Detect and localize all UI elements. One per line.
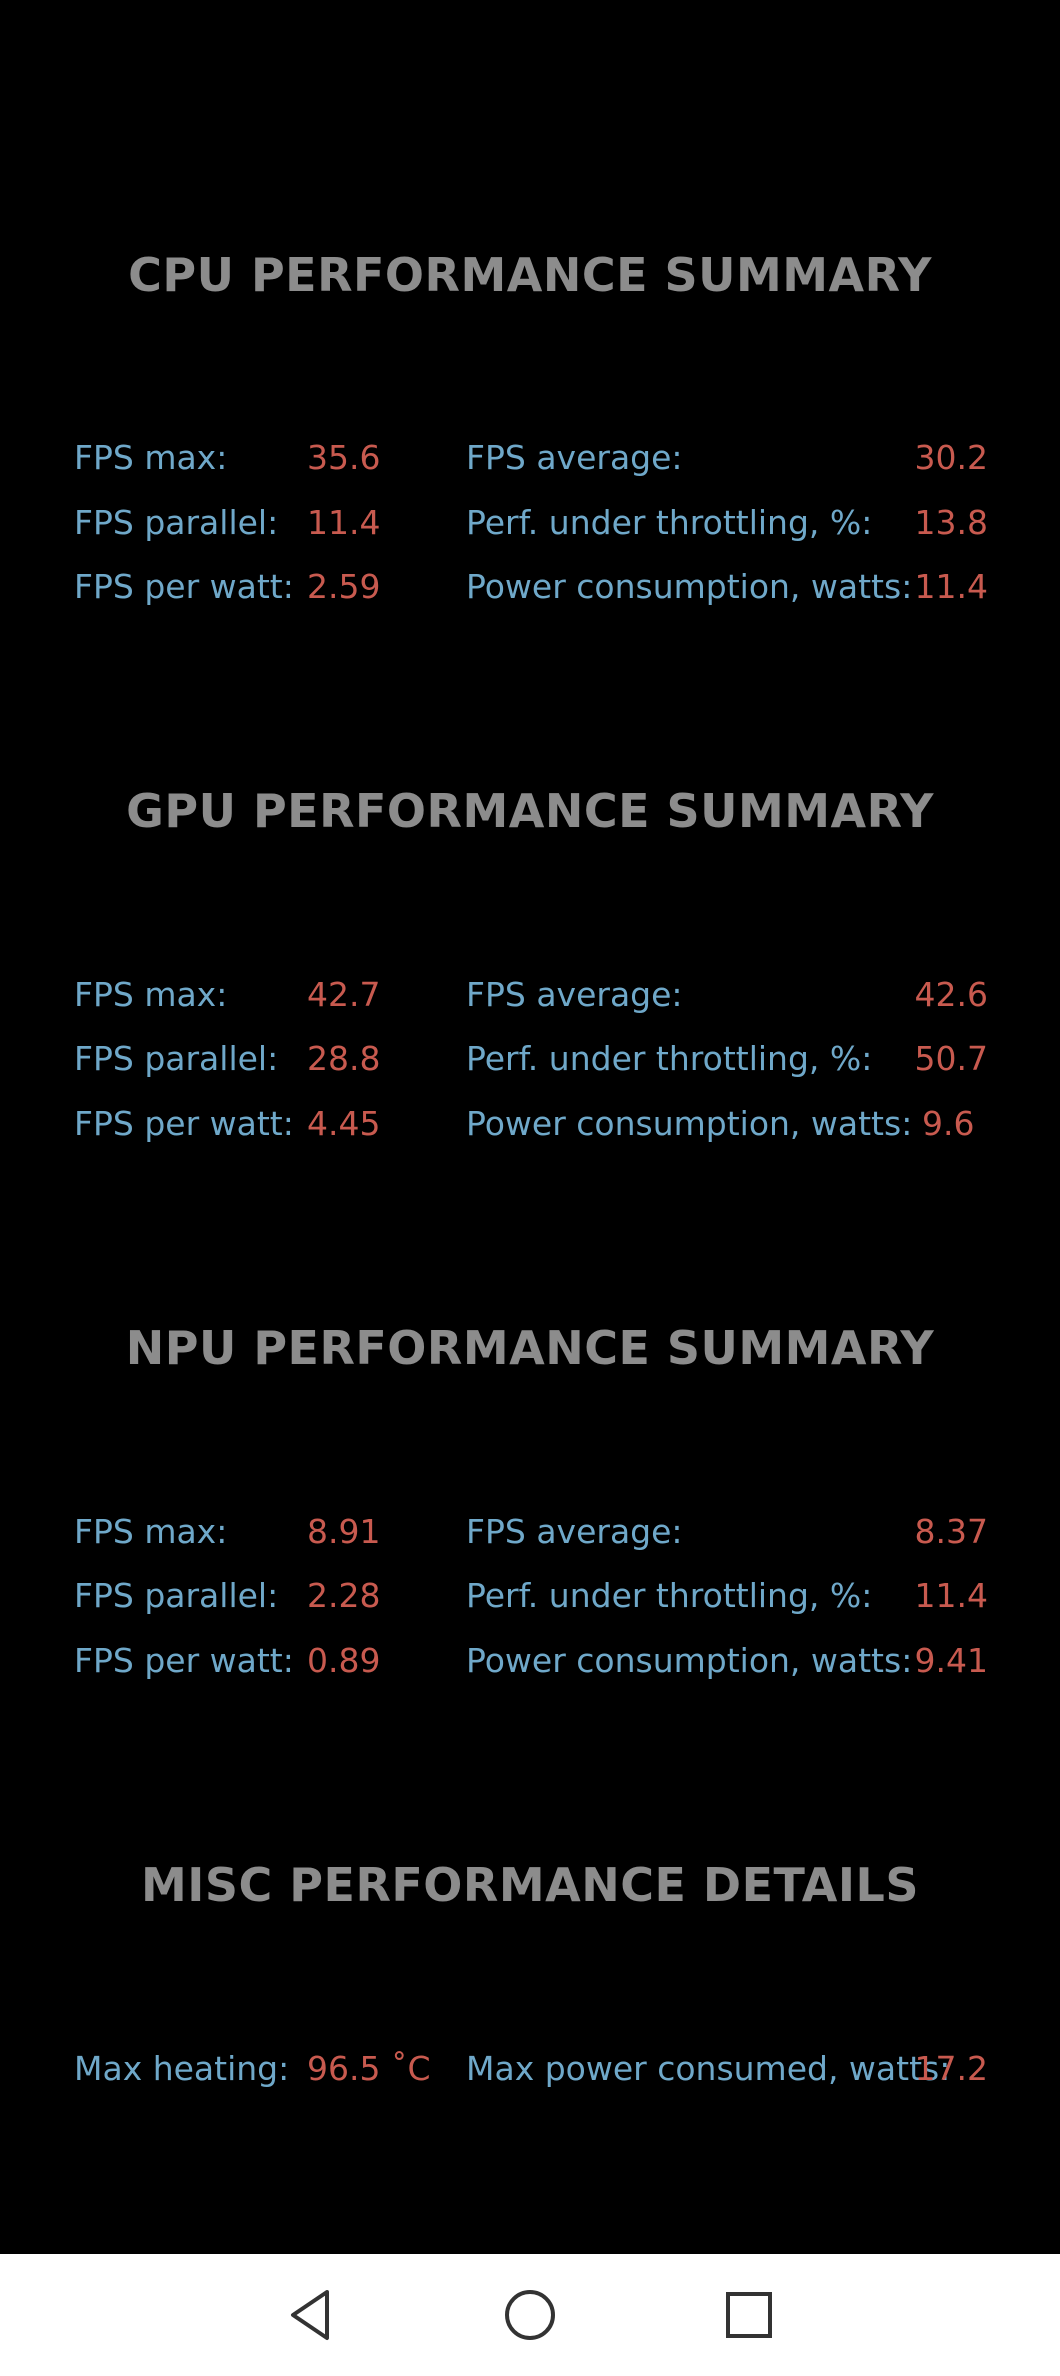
stat-label: FPS max:: [74, 438, 228, 477]
stats-row: Max heating: 96.5 ˚C Max power consumed,…: [0, 2044, 1060, 2094]
section-title: NPU PERFORMANCE SUMMARY: [125, 1321, 935, 1375]
stat-value: 50.7: [914, 1039, 988, 1078]
stat-value: 17.2: [914, 2049, 988, 2088]
section-title: MISC PERFORMANCE DETAILS: [141, 1858, 919, 1912]
stat-label: FPS max:: [74, 1512, 228, 1551]
results-screen: CPU PERFORMANCE SUMMARY FPS max: 35.6 FP…: [0, 248, 1060, 2094]
stats-row: FPS per watt: 0.89 Power consumption, wa…: [0, 1636, 1060, 1686]
stat-label: Power consumption, watts:: [466, 567, 913, 606]
stats-row: FPS max: 35.6 FPS average: 30.2: [0, 433, 1060, 483]
recents-square-icon[interactable]: [718, 2284, 780, 2346]
stat-label: FPS average:: [466, 438, 683, 477]
stat-value: 11.4: [914, 1576, 988, 1615]
stats-row: FPS parallel: 28.8 Perf. under throttlin…: [0, 1034, 1060, 1084]
stat-label: Perf. under throttling, %:: [466, 1576, 873, 1615]
stat-label: FPS max:: [74, 975, 228, 1014]
stat-value: 9.41: [914, 1641, 988, 1680]
stat-value: 28.8: [307, 1039, 381, 1078]
stats-row: FPS per watt: 4.45 Power consumption, wa…: [0, 1099, 1060, 1149]
stat-label: FPS parallel:: [74, 503, 279, 542]
stat-value: 9.6: [922, 1104, 975, 1143]
stat-label: FPS average:: [466, 1512, 683, 1551]
stat-value: 11.4: [307, 503, 381, 542]
stat-value: 8.91: [307, 1512, 381, 1551]
stat-value: 96.5 ˚C: [307, 2049, 431, 2088]
stat-value: 42.6: [914, 975, 988, 1014]
section-title: GPU PERFORMANCE SUMMARY: [126, 784, 934, 838]
stats-row: FPS parallel: 2.28 Perf. under throttlin…: [0, 1571, 1060, 1621]
stat-value: 35.6: [307, 438, 381, 477]
stat-label: Perf. under throttling, %:: [466, 1039, 873, 1078]
stat-label: FPS per watt:: [74, 1104, 294, 1143]
stats-row: FPS max: 42.7 FPS average: 42.6: [0, 970, 1060, 1020]
stats-row: FPS per watt: 2.59 Power consumption, wa…: [0, 562, 1060, 612]
stat-label: Power consumption, watts:: [466, 1641, 913, 1680]
stats-row: FPS parallel: 11.4 Perf. under throttlin…: [0, 498, 1060, 548]
stat-value: 30.2: [914, 438, 988, 477]
stat-label: Max heating:: [74, 2049, 290, 2088]
stat-label: FPS parallel:: [74, 1576, 279, 1615]
stat-label: FPS per watt:: [74, 567, 294, 606]
stat-value: 11.4: [914, 567, 988, 606]
home-circle-icon[interactable]: [499, 2284, 561, 2346]
stat-label: Power consumption, watts:: [466, 1104, 913, 1143]
stat-label: Max power consumed, watts:: [466, 2049, 951, 2088]
stat-value: 4.45: [307, 1104, 381, 1143]
back-triangle-icon[interactable]: [280, 2284, 342, 2346]
section-title: CPU PERFORMANCE SUMMARY: [128, 248, 932, 302]
stat-value: 42.7: [307, 975, 381, 1014]
stats-row: FPS max: 8.91 FPS average: 8.37: [0, 1507, 1060, 1557]
stat-value: 2.59: [307, 567, 381, 606]
stat-value: 2.28: [307, 1576, 381, 1615]
stat-label: FPS average:: [466, 975, 683, 1014]
stat-value: 13.8: [914, 503, 988, 542]
stat-label: FPS parallel:: [74, 1039, 279, 1078]
system-navigation-bar: [0, 2254, 1060, 2376]
stat-value: 8.37: [914, 1512, 988, 1551]
stat-value: 0.89: [307, 1641, 381, 1680]
stat-label: FPS per watt:: [74, 1641, 294, 1680]
stat-label: Perf. under throttling, %:: [466, 503, 873, 542]
